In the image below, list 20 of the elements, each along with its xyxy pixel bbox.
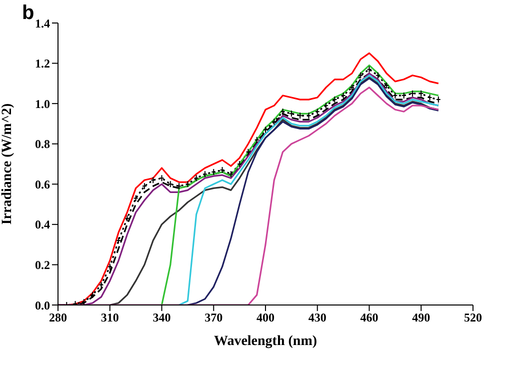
y-tick-label: 1.4 <box>35 16 50 30</box>
x-tick-label: 490 <box>412 310 430 325</box>
x-tick-label: 310 <box>100 310 119 325</box>
y-tick-label: 0.8 <box>35 137 50 152</box>
chart-title: b <box>22 2 34 25</box>
x-tick-label: 460 <box>360 310 378 325</box>
x-tick-label: 400 <box>256 310 274 325</box>
x-tick-label: 430 <box>308 310 326 325</box>
x-tick-label: 520 <box>464 310 482 325</box>
x-tick-label: 370 <box>204 310 223 325</box>
y-tick-label: 0.4 <box>35 218 50 232</box>
y-tick-label: 1.2 <box>35 56 50 71</box>
y-tick-label: 0.6 <box>35 177 50 192</box>
x-tick-label: 340 <box>152 310 171 325</box>
y-axis-title: Irradiance (W/m^2) <box>0 103 15 225</box>
x-axis-title: Wavelength (nm) <box>214 334 318 349</box>
y-tick-label: 1.0 <box>35 96 50 111</box>
x-tick-label: 280 <box>49 310 67 325</box>
y-tick-label: 0.2 <box>35 258 50 272</box>
y-tick-label: 0.0 <box>35 298 50 312</box>
